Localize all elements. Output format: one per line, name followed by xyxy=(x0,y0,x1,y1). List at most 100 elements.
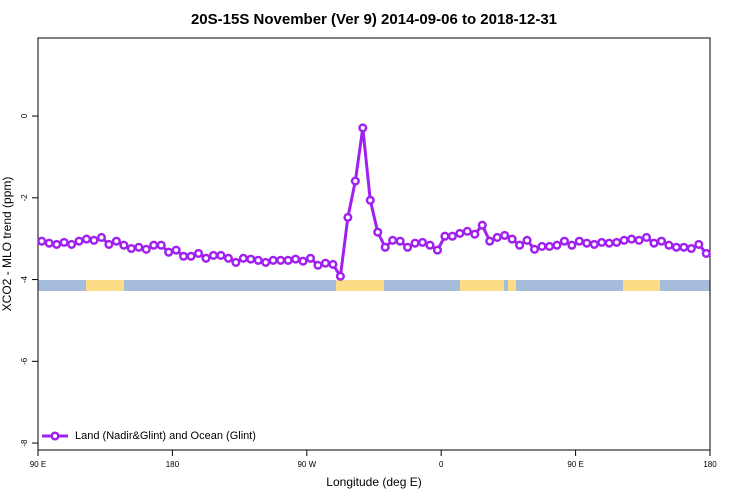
legend-marker xyxy=(50,431,60,441)
point xyxy=(171,245,181,255)
land-patch xyxy=(86,280,124,291)
point xyxy=(417,237,428,247)
point xyxy=(529,244,540,254)
point xyxy=(597,237,607,247)
x-tick-label: 90 E xyxy=(30,460,46,469)
land-patch xyxy=(623,280,660,291)
point xyxy=(679,242,689,252)
y-tick-label: -6 xyxy=(20,357,29,365)
point xyxy=(589,239,599,249)
point xyxy=(261,257,271,267)
surface-strip xyxy=(38,280,710,291)
point xyxy=(403,242,413,252)
point xyxy=(544,241,555,252)
point xyxy=(298,256,308,266)
point xyxy=(365,195,375,205)
point xyxy=(208,250,219,260)
point xyxy=(291,254,301,264)
point xyxy=(246,254,256,264)
point xyxy=(432,245,443,255)
point xyxy=(231,257,241,267)
y-tick-label: 0 xyxy=(20,113,29,118)
y-tick-label: -2 xyxy=(20,194,29,202)
point xyxy=(410,238,420,248)
x-tick-label: 90 E xyxy=(567,460,583,469)
point xyxy=(462,226,472,236)
point xyxy=(328,259,338,269)
point xyxy=(126,243,136,254)
y-tick-label: -4 xyxy=(20,275,29,283)
point xyxy=(664,240,674,250)
point xyxy=(649,238,659,248)
point xyxy=(179,251,189,261)
point xyxy=(373,227,383,237)
point xyxy=(485,236,495,246)
point xyxy=(74,236,84,246)
y-axis-label: XCO2 - MLO trend (ppm) xyxy=(0,177,14,312)
point xyxy=(59,237,69,247)
point xyxy=(500,230,510,240)
point xyxy=(395,236,405,246)
x-tick-label: 180 xyxy=(166,460,180,469)
point xyxy=(238,253,248,263)
point xyxy=(425,240,435,250)
point xyxy=(186,251,196,261)
point xyxy=(358,123,368,133)
point xyxy=(671,242,681,252)
y-tick-label: -8 xyxy=(20,439,29,447)
point xyxy=(268,255,278,265)
point xyxy=(634,235,644,245)
x-tick-label: 0 xyxy=(439,460,444,469)
point xyxy=(701,248,711,258)
point xyxy=(96,232,107,243)
point xyxy=(515,240,525,250)
point xyxy=(627,234,637,244)
point xyxy=(283,255,293,265)
point xyxy=(343,212,353,222)
point xyxy=(537,241,547,252)
point xyxy=(320,258,331,268)
point xyxy=(440,231,450,241)
point xyxy=(567,240,577,250)
point xyxy=(507,234,517,244)
chart-title: 20S-15S November (Ver 9) 2014-09-06 to 2… xyxy=(191,11,557,28)
land-patch xyxy=(460,280,504,291)
x-tick-label: 180 xyxy=(703,460,717,469)
plot-frame xyxy=(37,37,711,451)
point xyxy=(470,229,480,239)
point xyxy=(253,255,263,265)
point xyxy=(216,250,226,260)
point xyxy=(604,238,614,248)
point xyxy=(89,235,99,245)
point xyxy=(111,236,121,246)
point xyxy=(350,176,360,186)
point xyxy=(619,235,629,245)
point xyxy=(656,236,667,246)
point xyxy=(81,234,92,244)
point xyxy=(380,242,390,252)
point xyxy=(134,242,144,252)
point xyxy=(574,236,584,246)
point xyxy=(612,237,622,247)
land-patch xyxy=(508,280,516,291)
point xyxy=(455,228,465,238)
point xyxy=(156,240,166,250)
point xyxy=(223,253,233,263)
legend-label: Land (Nadir&Glint) and Ocean (Glint) xyxy=(75,430,256,442)
point xyxy=(44,238,54,248)
point xyxy=(582,238,592,248)
x-axis-label: Longitude (deg E) xyxy=(326,475,421,489)
point xyxy=(522,235,532,245)
point xyxy=(201,253,211,263)
point xyxy=(141,244,151,254)
point xyxy=(276,255,286,265)
point xyxy=(335,271,345,281)
point xyxy=(313,260,323,270)
point xyxy=(388,235,398,245)
point xyxy=(119,240,129,250)
point xyxy=(477,220,487,230)
point xyxy=(305,253,316,263)
point xyxy=(193,248,204,258)
